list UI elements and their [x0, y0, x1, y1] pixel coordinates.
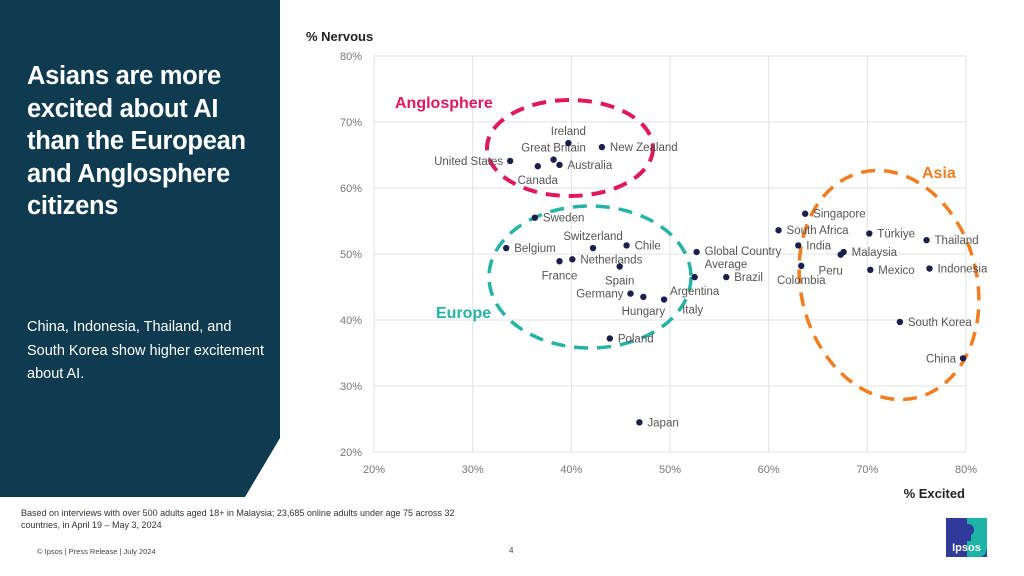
point-great-britain[interactable] [550, 156, 557, 163]
point-label-new-zealand: New Zealand [610, 142, 678, 154]
point-brazil[interactable] [723, 273, 730, 281]
point-ireland[interactable] [565, 139, 572, 147]
x-tick-label: 70% [856, 464, 878, 476]
point-label-colombia: Colombia [777, 275, 826, 287]
point-label-thailand: Thailand [935, 235, 979, 247]
point-label-south-africa: South Africa [787, 225, 850, 237]
point-label-china: China [926, 353, 957, 365]
point-label-india: India [806, 240, 832, 252]
point-chile[interactable] [623, 242, 630, 249]
point-t-rkiye[interactable] [866, 230, 873, 237]
point-label-switzerland: Switzerland [563, 231, 622, 243]
point-germany[interactable] [627, 290, 634, 297]
point-label-global-country-average: Global Country Average [705, 246, 782, 271]
point-france[interactable] [556, 258, 563, 265]
point-label-chile: Chile [635, 240, 661, 252]
y-tick-label: 80% [340, 51, 362, 63]
point-label-great-britain: Great Britain [521, 143, 586, 155]
title-panel [0, 0, 280, 497]
point-label-spain: Spain [605, 276, 634, 288]
anglosphere-ellipse [485, 98, 655, 198]
point-label-t-rkiye: Türkiye [877, 229, 915, 241]
point-label-indonesia: Indonesia [937, 264, 987, 276]
point-netherlands[interactable] [569, 256, 576, 263]
anglosphere-label: Anglosphere [395, 95, 493, 112]
footer-copyright: © Ipsos | Press Release | July 2024 [37, 547, 156, 556]
point-belgium[interactable] [503, 244, 510, 252]
point-label-belgium: Belgium [514, 243, 556, 255]
point-label-poland: Poland [618, 333, 654, 345]
point-label-italy: Italy [682, 305, 703, 317]
point-label-united-states: United States [434, 156, 503, 168]
x-tick-label: 50% [659, 464, 681, 476]
point-label-australia: Australia [567, 160, 612, 172]
point-indonesia[interactable] [926, 265, 933, 272]
y-tick-label: 70% [340, 117, 362, 129]
point-label-peru: Peru [819, 266, 843, 278]
point-hungary[interactable] [640, 293, 647, 301]
point-sweden[interactable] [531, 214, 539, 221]
point-label-south-korea: South Korea [908, 317, 973, 329]
point-label-japan: Japan [647, 417, 678, 429]
x-tick-label: 60% [758, 464, 780, 476]
point-label-canada: Canada [518, 175, 559, 187]
point-label-netherlands: Netherlands [580, 254, 642, 266]
slide-title: Asians are more excited about AI than th… [27, 62, 246, 220]
ipsos-logo[interactable]: Ipsos [946, 518, 987, 557]
point-south-africa[interactable] [775, 227, 782, 234]
y-axis-title: % Nervous [306, 29, 373, 44]
asia-ellipse [797, 168, 981, 402]
point-global-country-average[interactable] [693, 248, 700, 256]
point-united-states[interactable] [506, 157, 514, 165]
europe-label: Europe [436, 305, 491, 322]
point-thailand[interactable] [923, 236, 930, 244]
x-tick-label: 20% [363, 464, 385, 476]
point-label-germany: Germany [576, 289, 624, 301]
point-spain[interactable] [616, 263, 623, 270]
point-south-korea[interactable] [896, 318, 904, 326]
point-australia[interactable] [556, 161, 563, 169]
y-tick-label: 20% [340, 447, 362, 459]
point-label-argentina: Argentina [670, 286, 720, 298]
point-label-france: France [542, 270, 578, 282]
point-label-hungary: Hungary [622, 306, 666, 318]
point-label-mexico: Mexico [878, 265, 914, 277]
y-tick-label: 60% [340, 183, 362, 195]
page-number: 4 [509, 546, 514, 555]
svg-text:Ipsos: Ipsos [952, 542, 981, 554]
point-colombia[interactable] [798, 262, 805, 270]
asia-label: Asia [922, 165, 956, 182]
point-india[interactable] [795, 242, 802, 249]
x-tick-label: 80% [955, 464, 977, 476]
point-poland[interactable] [606, 335, 614, 342]
point-label-sweden: Sweden [543, 213, 585, 225]
point-china[interactable] [959, 355, 967, 362]
y-tick-label: 30% [340, 381, 362, 393]
point-label-malaysia: Malaysia [852, 247, 898, 259]
point-mexico[interactable] [867, 266, 874, 274]
y-tick-label: 40% [340, 315, 362, 327]
point-new-zealand[interactable] [598, 143, 606, 151]
point-canada[interactable] [534, 163, 541, 170]
x-tick-label: 40% [560, 464, 582, 476]
methodology-note: Based on interviews with over 500 adults… [21, 508, 455, 530]
point-label-singapore: Singapore [813, 209, 865, 221]
x-axis-title: % Excited [904, 486, 965, 501]
europe-ellipse [487, 204, 693, 350]
y-tick-label: 50% [340, 249, 362, 261]
point-peru[interactable] [837, 251, 844, 258]
point-label-brazil: Brazil [734, 272, 763, 284]
point-japan[interactable] [636, 419, 643, 426]
point-singapore[interactable] [801, 210, 809, 217]
point-argentina[interactable] [691, 273, 698, 281]
point-label-ireland: Ireland [551, 126, 586, 138]
point-italy[interactable] [660, 296, 668, 303]
point-switzerland[interactable] [589, 244, 597, 252]
x-tick-label: 30% [462, 464, 484, 476]
slide-subtitle: China, Indonesia, Thailand, and South Ko… [27, 319, 264, 382]
